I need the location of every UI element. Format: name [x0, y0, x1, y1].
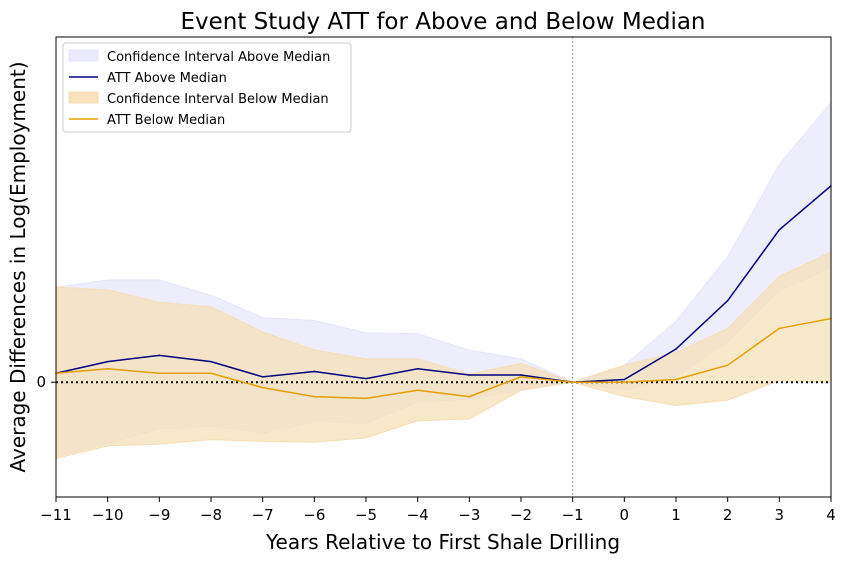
x-tick-label: −11 — [40, 506, 72, 524]
x-tick-label: −10 — [92, 506, 124, 524]
x-tick-label: −7 — [252, 506, 274, 524]
point-att-above-median--5 — [365, 377, 367, 380]
x-tick-label: 0 — [620, 506, 630, 524]
x-tick-label: 4 — [826, 506, 836, 524]
point-att-above-median--8 — [210, 360, 212, 363]
y-axis-label: Average Differences in Log(Employment) — [6, 61, 30, 472]
legend: Confidence Interval Above Median ATT Abov… — [62, 42, 352, 133]
x-axis-label: Years Relative to First Shale Drilling — [265, 530, 620, 554]
x-tick-label: −6 — [303, 506, 325, 524]
point-att-above-median--7 — [261, 376, 264, 378]
point-att-below-median--9 — [158, 372, 161, 375]
x-tick-label: −5 — [355, 506, 377, 524]
x-axis: −11 −10 −9 −8 −7 −6 −5 −4 −3 −2 −1 0 1 2 3 4 — [40, 497, 836, 524]
point-att-above-median--10 — [106, 360, 109, 363]
att-lines — [55, 185, 832, 400]
point-att-below-median-3 — [778, 327, 781, 330]
point-att-below-median--5 — [365, 397, 367, 400]
point-att-below-median-2 — [726, 364, 729, 366]
point-att-below-median--6 — [313, 395, 316, 398]
legend-swatch — [68, 49, 99, 62]
point-att-below-median-0 — [623, 381, 626, 384]
point-att-above-median-1 — [675, 348, 677, 350]
legend-item-att-above-median: ATT Above Median — [69, 71, 227, 86]
y-axis: 0 — [36, 373, 56, 391]
line-att-below-median — [55, 317, 832, 400]
x-tick-label: −3 — [458, 506, 480, 524]
point-att-below-median--1 — [571, 381, 574, 384]
legend-label: ATT Above Median — [107, 71, 227, 86]
point-att-below-median--4 — [416, 389, 419, 392]
point-att-above-median--9 — [158, 354, 161, 357]
legend-swatch — [68, 91, 99, 104]
line-att-above-median — [55, 185, 832, 383]
x-tick-label: −4 — [407, 506, 429, 524]
point-att-above-median-3 — [778, 228, 781, 231]
x-tick-label: −8 — [200, 506, 222, 524]
legend-label: Confidence Interval Below Median — [107, 92, 329, 107]
x-tick-label: 3 — [775, 506, 785, 524]
point-att-above-median-2 — [726, 299, 729, 302]
point-att-above-median--3 — [468, 374, 471, 376]
y-tick-label: 0 — [36, 373, 46, 391]
x-tick-label: −2 — [510, 506, 532, 524]
chart-title: Event Study ATT for Above and Below Medi… — [180, 9, 705, 35]
point-att-above-median-0 — [623, 378, 626, 381]
point-att-below-median--8 — [210, 372, 212, 375]
legend-label: ATT Below Median — [107, 113, 225, 128]
point-att-below-median--2 — [520, 376, 522, 378]
point-att-above-median--4 — [416, 367, 419, 370]
plot-frame — [55, 36, 832, 498]
point-att-below-median-1 — [675, 378, 677, 381]
point-att-above-median--6 — [313, 370, 316, 373]
x-tick-label: 2 — [723, 506, 733, 524]
point-att-below-median--3 — [468, 395, 471, 398]
legend-label: Confidence Interval Above Median — [107, 50, 330, 65]
x-tick-label: −9 — [148, 506, 170, 524]
legend-item-confidence-interval-above-median: Confidence Interval Above Median — [68, 49, 330, 65]
point-att-above-median--2 — [520, 374, 522, 376]
x-tick-label: 1 — [671, 506, 681, 524]
reference-lines — [56, 37, 831, 497]
legend-box — [62, 42, 352, 133]
legend-item-confidence-interval-below-median: Confidence Interval Below Median — [68, 91, 329, 107]
point-att-below-median--7 — [261, 386, 264, 389]
legend-item-att-below-median: ATT Below Median — [69, 113, 225, 128]
x-tick-label: −1 — [562, 506, 584, 524]
point-att-below-median--10 — [106, 367, 109, 370]
